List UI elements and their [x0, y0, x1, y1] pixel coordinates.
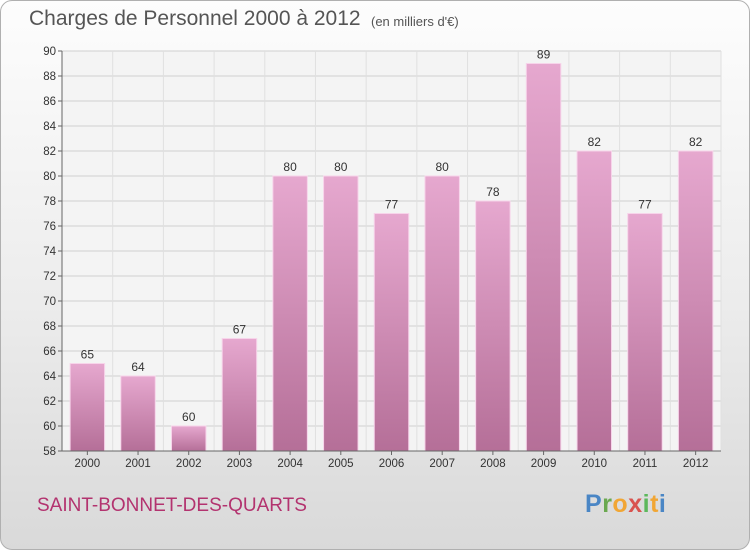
y-tick-label: 58	[43, 446, 56, 458]
bar	[373, 213, 410, 452]
chart-title: Charges de Personnel 2000 à 2012	[29, 7, 361, 30]
x-tick-label: 2009	[531, 458, 557, 470]
data-label: 64	[131, 360, 145, 374]
y-tick-label: 88	[43, 71, 56, 83]
x-tick-label: 2006	[379, 458, 405, 470]
y-tick-label: 72	[43, 271, 56, 283]
x-tick-label: 2010	[581, 458, 607, 470]
y-tick-label: 64	[43, 371, 56, 383]
data-label: 82	[689, 135, 703, 149]
bar	[576, 150, 613, 452]
data-label: 77	[638, 198, 652, 212]
bar	[323, 175, 359, 452]
x-tick-label: 2002	[176, 458, 202, 470]
commune-name: SAINT-BONNET-DES-QUARTS	[37, 495, 307, 516]
chart-units: (en milliers d'€)	[371, 14, 459, 29]
bars: 65 64 60 67 80 80 77 80 78 89 82 77 82	[69, 48, 714, 452]
x-tick-label: 2001	[125, 458, 151, 470]
bar	[272, 175, 308, 452]
y-tick-label: 80	[43, 171, 56, 183]
logo-letter: x	[628, 490, 643, 518]
logo-letter: i	[658, 490, 667, 518]
y-tick-label: 84	[43, 121, 56, 133]
logo-letter: i	[642, 490, 651, 518]
proxiti-logo: Proxiti	[585, 490, 666, 519]
x-tick-label: 2008	[480, 458, 506, 470]
bar	[170, 425, 207, 452]
y-tick-label: 78	[43, 196, 56, 208]
bar	[525, 63, 562, 452]
logo-letter: P	[585, 490, 603, 518]
x-tick-label: 2011	[633, 458, 658, 470]
y-tick-label: 62	[43, 396, 56, 408]
x-tick-label: 2007	[429, 458, 455, 470]
x-tick-label: 2000	[75, 458, 101, 470]
bar	[69, 363, 106, 452]
bar	[424, 175, 460, 452]
y-tick-label: 70	[43, 296, 56, 308]
y-tick-label: 60	[43, 421, 56, 433]
data-label: 80	[334, 160, 348, 174]
y-tick-label: 90	[43, 46, 56, 58]
bar	[120, 375, 156, 452]
x-tick-label: 2004	[277, 458, 303, 470]
bar	[627, 213, 663, 452]
bar	[221, 338, 258, 452]
data-label: 82	[588, 135, 602, 149]
axes: 58 60 62 64 66 68 70 72 74 76 78 80 82 84 86 88 90 2000 20…	[43, 46, 721, 470]
data-label: 80	[436, 160, 450, 174]
y-tick-label: 74	[43, 246, 56, 258]
data-label: 80	[283, 160, 297, 174]
data-label: 67	[233, 323, 247, 337]
y-tick-label: 76	[43, 221, 56, 233]
x-tick-label: 2012	[683, 458, 709, 470]
x-tick-label: 2005	[328, 458, 354, 470]
data-label: 78	[486, 185, 500, 199]
logo-letter: t	[650, 490, 659, 518]
y-tick-label: 82	[43, 146, 56, 158]
x-tick-label: 2003	[227, 458, 253, 470]
y-tick-label: 86	[43, 96, 56, 108]
data-label: 65	[81, 348, 95, 362]
logo-letter: o	[612, 490, 629, 518]
data-label: 60	[182, 410, 196, 424]
logo-letter: r	[602, 490, 613, 518]
bar	[475, 200, 511, 452]
bar	[677, 150, 714, 452]
data-label: 89	[537, 48, 551, 62]
y-tick-label: 66	[43, 346, 56, 358]
y-tick-label: 68	[43, 321, 56, 333]
data-label: 77	[385, 198, 399, 212]
